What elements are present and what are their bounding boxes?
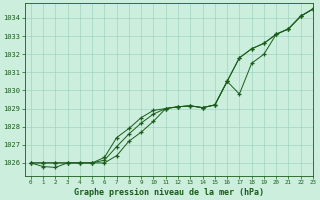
- X-axis label: Graphe pression niveau de la mer (hPa): Graphe pression niveau de la mer (hPa): [74, 188, 264, 197]
